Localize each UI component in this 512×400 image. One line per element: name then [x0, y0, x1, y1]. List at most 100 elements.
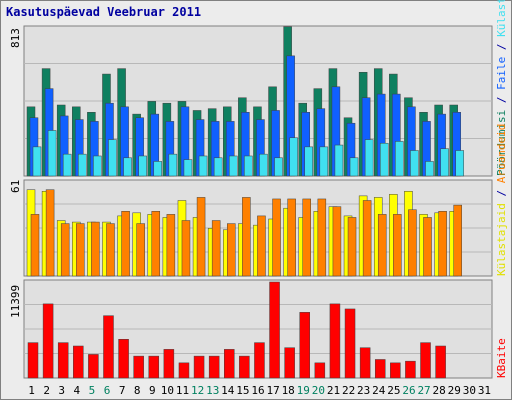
bar-aruandeid-day-8	[136, 223, 145, 277]
legend-part: /	[495, 183, 508, 203]
bar-külastajaid-day-10	[168, 153, 178, 177]
x-tick-label-26: 26	[402, 384, 415, 397]
bar-kbaite-day-20	[314, 362, 326, 379]
legend-visits: Pöördumisi / Faile / Külastajaid	[495, 0, 508, 176]
legend-part: Faile	[495, 57, 508, 90]
x-tick-label-5: 5	[89, 384, 96, 397]
bar-kbaite-day-10	[163, 349, 175, 379]
x-axis-labels: 1 2 3 4 5 6 7 8 9 10 11 12 13 14 15 16 17 18 19 20 21 22 23 24 2…	[28, 384, 491, 397]
bar-kbaite-day-16	[254, 342, 265, 379]
x-tick-label-6: 6	[104, 384, 111, 397]
bar-aruandeid-day-27	[423, 217, 432, 277]
bar-aruandeid-day-2	[45, 189, 55, 277]
bar-kbaite-day-6	[103, 315, 114, 379]
bar-kbaite-day-14	[224, 349, 235, 379]
bar-külastajaid-day-28	[440, 148, 449, 177]
bar-külastajaid-day-25	[395, 141, 404, 177]
x-tick-label-13: 13	[206, 384, 219, 397]
bar-aruandeid-day-25	[393, 214, 402, 277]
bar-kbaite-day-17	[269, 281, 280, 379]
bar-aruandeid-day-9	[151, 211, 161, 277]
bar-külastajaid-day-21	[334, 144, 344, 177]
bar-aruandeid-day-5	[91, 221, 100, 277]
bar-aruandeid-day-7	[121, 211, 130, 277]
bar-aruandeid-day-11	[181, 220, 191, 277]
bar-aruandeid-day-19	[302, 198, 311, 277]
bar-külastajaid-day-27	[425, 161, 434, 177]
bar-külastajaid-day-20	[319, 146, 329, 177]
bar-külastajaid-day-22	[349, 157, 359, 177]
legend-visitors-pages: Külastajaid / Aruandeid	[495, 124, 508, 276]
x-tick-label-29: 29	[448, 384, 461, 397]
legend-part: Pöördumisi	[495, 110, 508, 176]
x-tick-label-10: 10	[161, 384, 174, 397]
legend-part: Külastajaid	[495, 203, 508, 276]
x-tick-label-7: 7	[119, 384, 126, 397]
bar-külastajaid-day-4	[78, 153, 87, 177]
bar-kbaite-day-25	[390, 362, 401, 379]
bar-kbaite-day-4	[73, 345, 84, 379]
panel-kbytes	[23, 279, 493, 379]
bar-kbaite-day-15	[239, 355, 250, 379]
x-tick-label-23: 23	[357, 384, 370, 397]
x-tick-label-24: 24	[372, 384, 386, 397]
legend-part: /	[495, 90, 508, 110]
x-tick-label-17: 17	[266, 384, 279, 397]
bar-aruandeid-day-17	[272, 198, 281, 277]
bar-külastajaid-day-26	[410, 150, 419, 177]
panel-visits	[23, 25, 493, 177]
x-tick-label-12: 12	[191, 384, 204, 397]
bar-külastajaid-day-3	[62, 153, 72, 177]
bar-aruandeid-day-10	[166, 214, 176, 277]
x-tick-label-15: 15	[236, 384, 249, 397]
bar-aruandeid-day-23	[362, 200, 372, 277]
y-max-label-visitors: 61	[9, 180, 22, 193]
panel-visitors-pages	[23, 179, 493, 277]
bar-kbaite-day-18	[284, 347, 295, 379]
bar-aruandeid-day-13	[211, 220, 221, 277]
bar-külastajaid-day-19	[304, 146, 313, 177]
bar-kbaite-day-21	[329, 303, 341, 379]
bar-külastajaid-day-16	[259, 153, 268, 177]
x-tick-label-4: 4	[74, 384, 81, 397]
bar-külastajaid-day-23	[364, 139, 374, 177]
x-tick-label-22: 22	[342, 384, 355, 397]
x-tick-label-31: 31	[478, 384, 491, 397]
legend-part: Külastajaid	[495, 0, 508, 37]
bar-külastajaid-day-11	[183, 159, 193, 177]
legend-part: /	[495, 37, 508, 57]
x-tick-label-1: 1	[28, 384, 35, 397]
bar-kbaite-day-7	[118, 339, 129, 379]
bar-aruandeid-day-14	[227, 223, 236, 277]
bar-kbaite-day-19	[299, 312, 310, 379]
bar-aruandeid-day-20	[317, 198, 327, 277]
legend-part: KBaite	[495, 338, 508, 378]
bar-külastajaid-day-17	[274, 157, 283, 177]
bar-külastajaid-day-12	[198, 155, 208, 177]
bar-aruandeid-day-4	[76, 223, 85, 277]
bar-külastajaid-day-24	[379, 142, 389, 177]
bar-külastajaid-day-7	[123, 157, 132, 177]
x-tick-label-9: 9	[149, 384, 156, 397]
x-tick-label-3: 3	[58, 384, 65, 397]
bar-külastajaid-day-8	[138, 155, 147, 177]
bar-aruandeid-day-6	[106, 223, 115, 277]
bar-aruandeid-day-22	[347, 217, 357, 277]
x-tick-label-27: 27	[417, 384, 430, 397]
bar-külastajaid-day-2	[47, 130, 57, 177]
bar-külastajaid-day-5	[93, 155, 102, 177]
legend-part: Aruandeid	[495, 124, 508, 184]
bar-külastajaid-day-14	[229, 155, 238, 177]
bar-kbaite-day-1	[27, 342, 39, 379]
bar-aruandeid-day-18	[287, 198, 296, 277]
chart-title: Kasutuspäevad Veebruar 2011	[6, 5, 201, 19]
bar-kbaite-day-13	[208, 355, 220, 379]
x-tick-label-14: 14	[221, 384, 235, 397]
x-tick-label-25: 25	[387, 384, 400, 397]
x-tick-label-2: 2	[43, 384, 50, 397]
bar-kbaite-day-23	[359, 347, 371, 379]
legend-kbytes: KBaite	[495, 338, 508, 378]
x-tick-label-28: 28	[433, 384, 446, 397]
bar-aruandeid-day-28	[438, 211, 447, 277]
